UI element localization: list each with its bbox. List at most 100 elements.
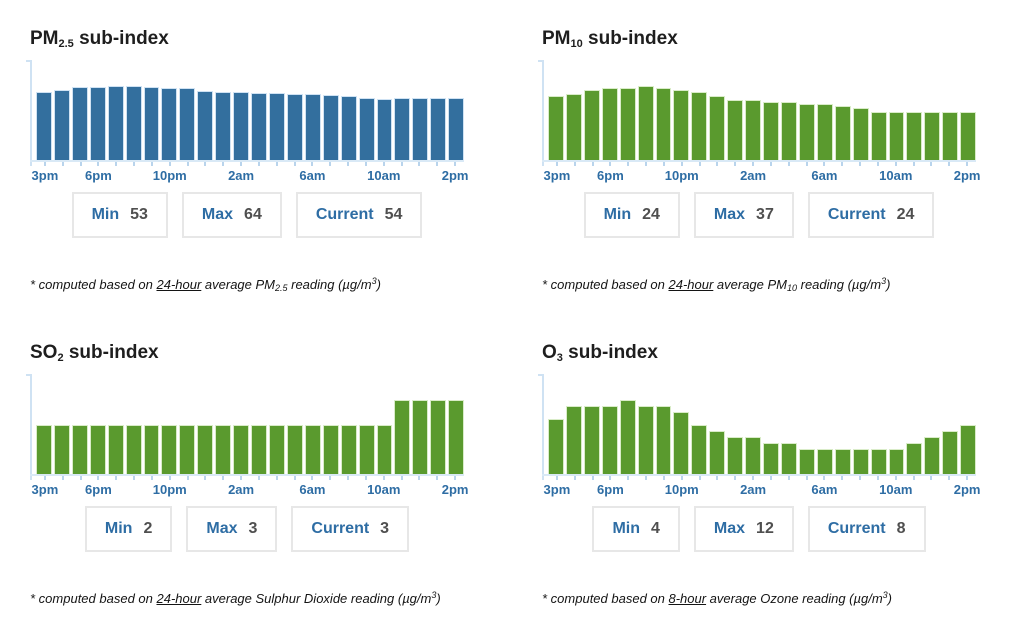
x-tick [97, 162, 100, 166]
bar-8am [852, 449, 869, 474]
x-tick-label: 2pm [953, 168, 981, 183]
x-tick-label: 3pm [543, 168, 571, 183]
bar-1am [215, 91, 232, 160]
footnote-text: * computed based on [542, 277, 669, 292]
x-tick-label: 2am [740, 482, 767, 497]
bar-8pm [637, 86, 654, 160]
bars [36, 60, 465, 160]
x-tick [716, 476, 719, 480]
x-tick [79, 476, 82, 480]
x-axis-ticks [36, 162, 464, 168]
x-tick [948, 476, 951, 480]
bar-3am [763, 102, 779, 160]
x-axis-line [542, 160, 976, 162]
bar-6pm [89, 424, 106, 474]
footnote: * computed based on 24-hour average PM10… [542, 276, 890, 293]
x-axis-labels: 3pm 6pm 10pm 2am 6am 10am 2pm [32, 482, 469, 498]
min-box: Min 24 [583, 192, 680, 238]
min-box: Min 4 [592, 506, 680, 552]
min-value: 53 [130, 206, 148, 223]
bar-10am [376, 424, 393, 474]
x-tick [43, 162, 46, 166]
current-label: Current [315, 206, 374, 223]
bar-5am [798, 449, 815, 474]
panel-o3: O3 sub-index 3pm 6pm 10pm 2am 6am 10am 2pm Min… [538, 324, 980, 624]
bar-10am [376, 98, 393, 160]
current-value: 54 [384, 206, 403, 223]
bar-2pm [448, 400, 465, 474]
bar-11am [906, 112, 923, 160]
bar-4pm [565, 406, 582, 474]
x-tick-label: 10am [367, 168, 401, 183]
x-tick [329, 162, 332, 166]
footnote-underlined: 8-hour [668, 591, 707, 606]
max-value: 12 [756, 520, 774, 537]
bar-9am [358, 424, 375, 474]
x-tick-label: 2pm [953, 482, 981, 497]
bars [548, 374, 977, 474]
bar-8am [852, 108, 869, 160]
min-label: Min [603, 206, 632, 223]
x-tick [115, 476, 118, 480]
bar-3am [251, 92, 267, 160]
bar-11pm [179, 88, 196, 160]
x-tick [609, 162, 612, 166]
bar-5pm [583, 406, 600, 474]
title-rest: sub-index [63, 341, 159, 363]
x-tick [61, 162, 64, 166]
footnote-text: average PM [713, 277, 787, 292]
bar-12pm [924, 112, 941, 160]
x-tick [257, 162, 260, 166]
bar-3pm [36, 91, 52, 160]
bar-8pm [637, 406, 654, 474]
bar-1pm [942, 430, 959, 474]
x-tick [876, 476, 879, 480]
x-tick [627, 162, 630, 166]
bar-6am [816, 449, 833, 474]
x-tick [222, 476, 225, 480]
x-axis-ticks [548, 162, 976, 168]
max-value: 37 [756, 206, 774, 223]
bar-7am [322, 424, 339, 474]
x-tick [716, 162, 719, 166]
x-tick [787, 476, 790, 480]
x-tick-label: 10am [879, 482, 913, 497]
bar-10pm [673, 90, 690, 160]
x-tick [240, 162, 243, 166]
bar-8pm [125, 86, 142, 160]
x-tick-label: 6pm [85, 168, 112, 183]
x-tick [150, 476, 153, 480]
x-tick [347, 476, 350, 480]
x-tick [382, 476, 385, 480]
bar-12am [197, 90, 214, 160]
x-axis-line [30, 160, 464, 162]
bar-8pm [125, 424, 142, 474]
bar-1pm [430, 97, 447, 160]
x-tick [293, 162, 296, 166]
bar-11pm [691, 92, 708, 160]
min-label: Min [612, 520, 641, 537]
bar-4am [268, 424, 285, 474]
bar-6pm [601, 88, 618, 160]
bar-4am [268, 92, 285, 160]
min-box: Min 53 [71, 192, 168, 238]
bar-2am [233, 424, 250, 474]
footnote-text: ) [436, 591, 441, 606]
current-label: Current [311, 520, 370, 537]
bar-11pm [179, 424, 196, 474]
bar-6pm [601, 406, 618, 474]
x-tick-label: 6pm [85, 482, 112, 497]
x-tick [894, 162, 897, 166]
x-tick-label: 3pm [31, 168, 59, 183]
footnote-superscript: 3 [882, 590, 888, 600]
x-tick-label: 10pm [152, 482, 187, 497]
chart-title: PM2.5 sub-index [30, 28, 169, 50]
x-tick [222, 162, 225, 166]
bar-12am [197, 424, 214, 474]
bar-4pm [565, 94, 582, 160]
bar-1am [727, 437, 744, 474]
x-tick [841, 476, 844, 480]
x-tick [680, 476, 683, 480]
x-tick [966, 476, 969, 480]
footnote-text: reading (µg/m [287, 277, 372, 292]
